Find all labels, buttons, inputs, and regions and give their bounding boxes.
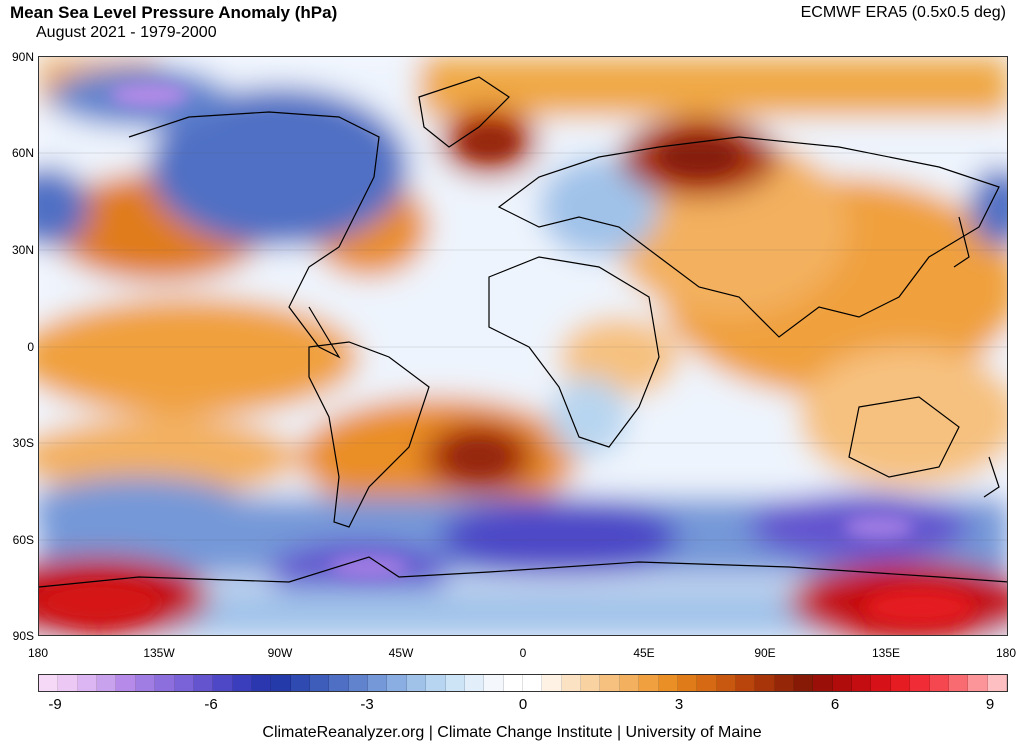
colorbar-swatch — [581, 675, 601, 691]
colorbar-swatch — [929, 675, 949, 691]
colorbar-swatch — [619, 675, 640, 691]
colorbar-tick: 9 — [985, 696, 995, 713]
lon-label: 90W — [267, 646, 293, 660]
lat-label: 0 — [27, 340, 34, 354]
colorbar-swatch — [774, 675, 795, 691]
colorbar-swatch — [251, 675, 272, 691]
colorbar-swatch — [426, 675, 446, 691]
colorbar-swatch — [794, 675, 814, 691]
colorbar-swatch — [329, 675, 349, 691]
colorbar-swatch — [503, 675, 523, 691]
lat-label: 30S — [12, 436, 34, 450]
lat-label: 90S — [12, 629, 34, 643]
colorbar-swatch — [310, 675, 330, 691]
lon-label: 135E — [871, 646, 901, 660]
chart-title: Mean Sea Level Pressure Anomaly (hPa) — [10, 3, 338, 22]
colorbar-swatch — [987, 675, 1007, 691]
footer-credit: ClimateReanalyzer.org | Climate Change I… — [262, 724, 762, 741]
colorbar-swatch — [271, 675, 291, 691]
colorbar-swatch — [135, 675, 156, 691]
colorbar-swatch — [522, 675, 543, 691]
colorbar-swatch — [561, 675, 582, 691]
graticule — [39, 152, 1007, 541]
colorbar-swatch — [813, 675, 833, 691]
colorbar-swatch — [852, 675, 872, 691]
colorbar-swatch — [968, 675, 988, 691]
lon-label: 45E — [633, 646, 655, 660]
colorbar-swatch — [600, 675, 620, 691]
colorbar-swatch — [677, 675, 698, 691]
colorbar-swatch — [871, 675, 891, 691]
colorbar-swatch — [193, 675, 214, 691]
colorbar-swatch — [735, 675, 756, 691]
lon-label: 90E — [754, 646, 776, 660]
lat-label: 60N — [11, 146, 34, 160]
colorbar-swatch — [387, 675, 407, 691]
colorbar — [38, 674, 1008, 692]
colorbar-tick: 6 — [830, 696, 840, 713]
colorbar-swatch — [213, 675, 233, 691]
colorbar-swatch — [639, 675, 659, 691]
colorbar-swatch — [542, 675, 562, 691]
colorbar-swatch — [77, 675, 98, 691]
lat-label: 60S — [12, 533, 34, 547]
colorbar-swatch — [832, 675, 853, 691]
colorbar-swatch — [39, 675, 59, 691]
anomaly-map — [38, 56, 1008, 636]
data-source: ECMWF ERA5 (0.5x0.5 deg) — [800, 4, 1006, 21]
colorbar-swatch — [445, 675, 465, 691]
colorbar-swatch — [755, 675, 775, 691]
lon-label: 180 — [27, 646, 49, 660]
colorbar-swatch — [716, 675, 736, 691]
colorbar-swatch — [174, 675, 194, 691]
colorbar-swatch — [290, 675, 311, 691]
colorbar-swatch — [910, 675, 930, 691]
colorbar-swatch — [58, 675, 78, 691]
colorbar-swatch — [948, 675, 969, 691]
colorbar-swatch — [232, 675, 252, 691]
colorbar-swatch — [658, 675, 678, 691]
colorbar-swatch — [368, 675, 388, 691]
coastlines — [39, 76, 1007, 588]
colorbar-swatch — [155, 675, 175, 691]
colorbar-tick: -3 — [360, 696, 374, 713]
lon-label: 135W — [143, 646, 175, 660]
colorbar-tick: 0 — [518, 696, 528, 713]
colorbar-tick: -6 — [204, 696, 218, 713]
colorbar-swatch — [464, 675, 485, 691]
colorbar-tick: 3 — [674, 696, 684, 713]
colorbar-swatch — [890, 675, 911, 691]
colorbar-swatch — [97, 675, 117, 691]
lat-label: 30N — [11, 243, 34, 257]
colorbar-swatch — [348, 675, 369, 691]
lon-label: 0 — [519, 646, 527, 660]
lat-label: 90N — [11, 50, 34, 64]
chart-subtitle: August 2021 - 1979-2000 — [36, 24, 217, 41]
colorbar-swatch — [484, 675, 504, 691]
colorbar-tick: -9 — [48, 696, 62, 713]
colorbar-swatch — [697, 675, 717, 691]
lon-label: 45W — [388, 646, 414, 660]
colorbar-swatch — [406, 675, 427, 691]
lon-label: 180 — [995, 646, 1017, 660]
anomaly-map-svg — [39, 57, 1007, 635]
colorbar-swatch — [116, 675, 136, 691]
